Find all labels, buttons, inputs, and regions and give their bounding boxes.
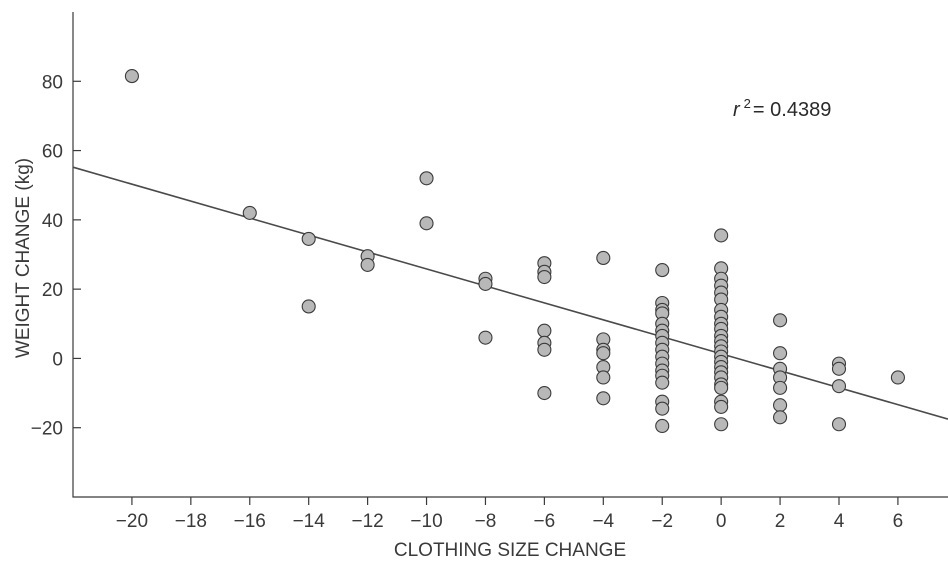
data-point (420, 217, 433, 230)
r-symbol: r (733, 99, 741, 121)
data-point (479, 331, 492, 344)
x-tick-label: 0 (716, 511, 727, 532)
data-point (243, 206, 256, 219)
data-point (302, 300, 315, 313)
x-tick-label: −6 (534, 511, 556, 532)
r-exponent: 2 (744, 96, 751, 111)
data-point (420, 172, 433, 185)
data-point (715, 400, 728, 413)
data-point (597, 392, 610, 405)
data-point (774, 381, 787, 394)
data-point (656, 376, 669, 389)
data-points (125, 70, 904, 433)
y-tick-label: 60 (42, 142, 63, 163)
x-tick-label: −2 (651, 511, 673, 532)
x-tick-label: 4 (834, 511, 845, 532)
y-tick-label: 20 (42, 280, 63, 301)
data-point (715, 229, 728, 242)
x-tick-label: −10 (410, 511, 442, 532)
data-point (715, 381, 728, 394)
data-point (774, 399, 787, 412)
r-squared-value: = 0.4389 (753, 99, 831, 121)
regression-line (73, 167, 948, 419)
data-point (538, 387, 551, 400)
x-tick-label: −16 (234, 511, 266, 532)
data-point (774, 347, 787, 360)
data-point (832, 418, 845, 431)
y-axis-title: WEIGHT CHANGE (kg) (13, 158, 34, 358)
x-axis-title: CLOTHING SIZE CHANGE (394, 540, 626, 561)
data-point (656, 419, 669, 432)
data-point (832, 380, 845, 393)
data-point (774, 411, 787, 424)
data-point (832, 362, 845, 375)
y-tick-label: 40 (42, 211, 63, 232)
data-point (656, 264, 669, 277)
y-tick-label: −20 (31, 419, 63, 440)
axes (73, 12, 948, 497)
x-tick-label: −12 (351, 511, 383, 532)
data-point (538, 343, 551, 356)
x-tick-label: 2 (775, 511, 786, 532)
y-tick-label: 0 (52, 349, 63, 370)
data-point (538, 324, 551, 337)
data-point (891, 371, 904, 384)
data-point (361, 258, 374, 271)
data-point (597, 371, 610, 384)
x-tick-label: −4 (592, 511, 614, 532)
x-tick-label: 6 (893, 511, 904, 532)
r-squared-annotation: r 2 = 0.4389 (733, 96, 831, 121)
data-point (656, 402, 669, 415)
data-point (597, 251, 610, 264)
y-tick-label: 80 (42, 72, 63, 93)
data-point (302, 232, 315, 245)
x-axis-ticks: −20 −18 −16 −14 −12 −10 −8 −6 −4 −2 0 2 4 6 (116, 497, 903, 532)
x-tick-label: −14 (293, 511, 326, 532)
data-point (715, 418, 728, 431)
data-point (538, 271, 551, 284)
axis-frame (73, 12, 948, 497)
data-point (125, 70, 138, 83)
data-point (774, 314, 787, 327)
x-tick-label: −20 (116, 511, 148, 532)
x-tick-label: −18 (175, 511, 207, 532)
data-point (479, 277, 492, 290)
data-point (597, 347, 610, 360)
x-tick-label: −8 (475, 511, 497, 532)
